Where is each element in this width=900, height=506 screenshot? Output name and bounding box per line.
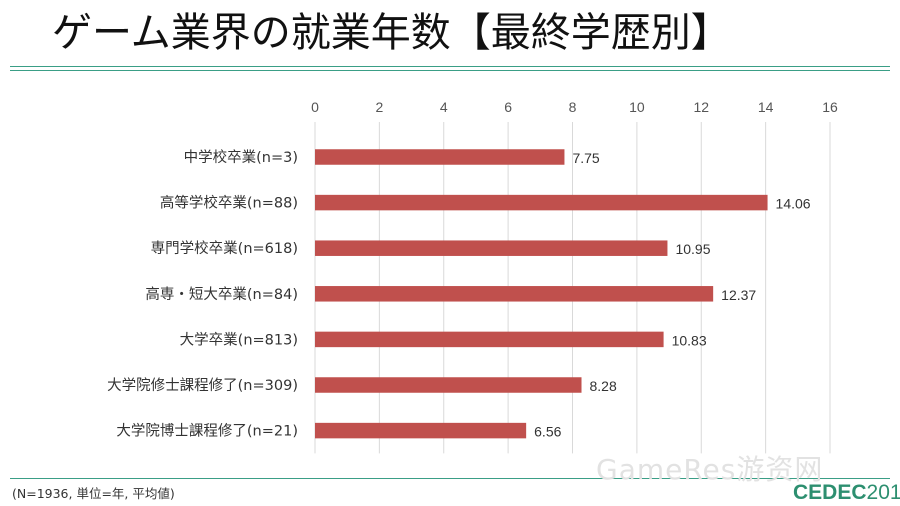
x-tick-label-1: 2	[375, 99, 383, 115]
category-label-0: 中学校卒業(n=3)	[184, 149, 298, 166]
value-label-0: 7.75	[572, 150, 599, 166]
footnote: (N=1936, 単位=年, 平均値)	[12, 486, 175, 501]
bar-5	[315, 377, 582, 393]
x-tick-label-6: 12	[693, 99, 709, 115]
title-divider-bottom	[10, 70, 890, 71]
category-label-3: 高専・短大卒業(n=84)	[145, 286, 298, 303]
category-labels: 中学校卒業(n=3) 高等学校卒業(n=88) 専門学校卒業(n=618) 高専・短大…	[107, 149, 298, 440]
category-label-1: 高等学校卒業(n=88)	[160, 194, 298, 212]
bar-1	[315, 194, 768, 211]
bar-4	[315, 331, 664, 348]
cedec-logo: CEDEC2017	[793, 481, 900, 504]
x-tick-label-8: 16	[822, 99, 838, 115]
x-tick-label-4: 8	[569, 99, 577, 115]
value-label-4: 10.83	[672, 332, 707, 348]
category-label-2: 専門学校卒業(n=618)	[151, 240, 298, 257]
value-label-3: 12.37	[721, 287, 756, 303]
bar-0	[315, 149, 565, 165]
value-label-5: 8.28	[590, 378, 617, 394]
x-tick-label-3: 6	[504, 99, 512, 115]
category-label-5: 大学院修士課程修了(n=309)	[107, 377, 298, 394]
x-tick-label-7: 14	[758, 99, 774, 115]
category-label-4: 大学卒業(n=813)	[180, 331, 298, 348]
value-labels: 7.75 14.06 10.95 12.37 10.83 8.28 6.56	[534, 150, 811, 440]
bar-3	[315, 286, 714, 302]
x-tick-label-2: 4	[440, 99, 448, 115]
value-label-6: 6.56	[534, 424, 561, 440]
chart-bars	[315, 149, 768, 439]
value-label-1: 14.06	[776, 196, 811, 212]
bar-6	[315, 422, 527, 439]
watermark: GameRes游资网	[596, 453, 824, 486]
x-tick-label-0: 0	[311, 99, 319, 115]
slide-title: ゲーム業界の就業年数【最終学歴別】	[52, 10, 731, 56]
bar-2	[315, 240, 668, 256]
x-tick-label-5: 10	[629, 99, 645, 115]
title-divider-top	[10, 66, 890, 67]
footer-divider	[10, 478, 890, 479]
category-label-6: 大学院博士課程修了(n=21)	[116, 423, 298, 440]
value-label-2: 10.95	[675, 241, 710, 257]
x-axis-ticks: 0 2 4 6 8 10 12 14 16	[311, 99, 838, 115]
